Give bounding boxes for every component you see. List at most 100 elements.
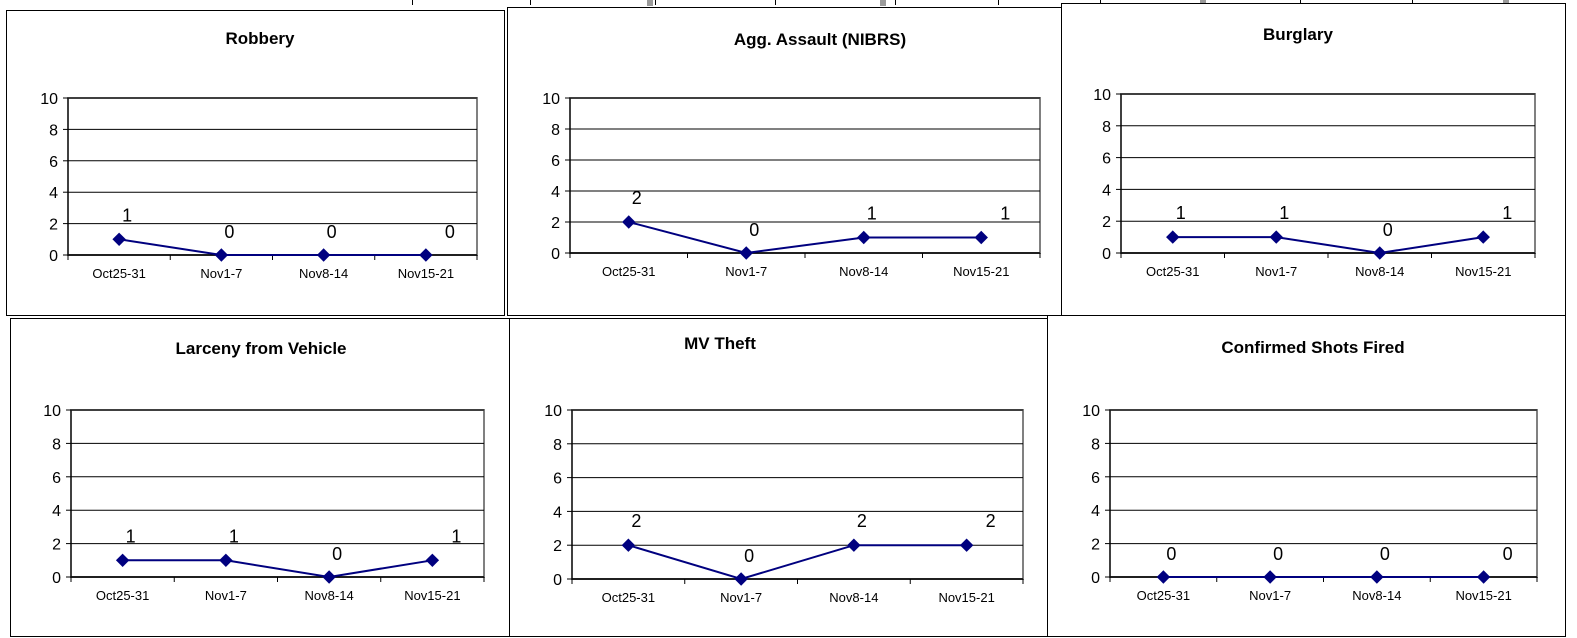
y-tick-label: 0 (1102, 246, 1111, 263)
chart-svg: MV Theft 0 2 4 6 8 10 Oct25-31 Nov1-7 Nov8-14 Nov1… (544, 334, 1024, 605)
table-divider (895, 0, 896, 5)
data-point-marker (739, 246, 753, 260)
x-tick-label: Oct25-31 (602, 590, 655, 605)
data-label: 1 (867, 204, 877, 224)
y-tick-label: 6 (551, 153, 560, 170)
y-tick-label: 2 (1102, 214, 1111, 231)
x-tick-label: Nov15-21 (938, 590, 994, 605)
x-tick-label: Nov15-21 (398, 266, 454, 281)
data-point-marker (1373, 246, 1387, 260)
data-label: 0 (1503, 544, 1513, 564)
chart-svg: Confirmed Shots Fired 0 2 4 6 8 10 Oct25-31 Nov1… (1082, 338, 1538, 603)
x-tick-label: Oct25-31 (1137, 588, 1190, 603)
y-tick-label: 10 (542, 91, 560, 108)
chart-title: Confirmed Shots Fired (1221, 338, 1404, 357)
chart-title: Agg. Assault (NIBRS) (734, 30, 906, 49)
y-tick-label: 10 (1082, 403, 1100, 420)
table-divider (1300, 0, 1301, 5)
series-line (122, 559, 433, 579)
data-point-marker (622, 215, 636, 229)
y-tick-label: 0 (49, 248, 58, 265)
y-tick-label: 8 (49, 122, 58, 139)
data-label: 0 (332, 544, 342, 564)
x-tick-label: Oct25-31 (1146, 264, 1199, 279)
data-label: 1 (1000, 204, 1010, 224)
x-tick-label: Oct25-31 (92, 266, 145, 281)
y-tick-label: 2 (52, 537, 61, 554)
y-tick-label: 4 (49, 185, 58, 202)
chart-panel-larceny-from-vehicle: Larceny from Vehicle 0 2 4 6 8 10 Oct25-31 Nov1-… (10, 318, 510, 637)
data-point-marker (214, 248, 229, 262)
data-point-marker (857, 230, 871, 245)
data-point-marker (425, 553, 440, 568)
x-tick-label: Nov8-14 (305, 588, 354, 603)
x-tick-label: Nov1-7 (725, 264, 767, 279)
y-tick-label: 6 (49, 154, 58, 171)
data-point-marker (974, 230, 988, 245)
plot-area-border (67, 97, 478, 256)
data-point-marker (847, 538, 861, 552)
plot-area-border (569, 97, 1041, 254)
y-tick-label: 8 (52, 436, 61, 453)
y-tick-label: 0 (551, 246, 560, 263)
y-tick-label: 2 (49, 217, 58, 234)
y-tick-label: 0 (1091, 570, 1100, 587)
chart-title: Burglary (1263, 25, 1333, 44)
y-tick-label: 2 (553, 538, 562, 555)
table-divider (655, 0, 656, 5)
x-tick-label: Nov8-14 (1352, 588, 1401, 603)
chart-panel-agg-assault: Agg. Assault (NIBRS) 0 2 4 6 8 10 Oct25-31 Nov1-… (507, 7, 1063, 316)
x-tick-label: Nov8-14 (299, 266, 348, 281)
x-tick-label: Nov15-21 (1455, 264, 1511, 279)
data-label: 0 (224, 222, 234, 242)
data-label: 1 (1502, 203, 1512, 223)
table-cell-shade (880, 0, 886, 6)
data-label: 0 (744, 546, 754, 566)
x-tick-label: Oct25-31 (602, 264, 655, 279)
y-tick-label: 8 (553, 437, 562, 454)
data-label: 1 (1176, 203, 1186, 223)
chart-title: Larceny from Vehicle (175, 339, 346, 358)
data-point-marker (322, 570, 336, 584)
data-label: 0 (1166, 544, 1176, 564)
data-point-marker (1166, 230, 1180, 244)
data-label: 1 (122, 205, 132, 225)
data-point-marker (112, 232, 126, 247)
data-label: 1 (229, 526, 239, 546)
chart-title: Robbery (226, 29, 296, 48)
x-tick-label: Oct25-31 (96, 588, 149, 603)
y-tick-label: 4 (52, 503, 61, 520)
x-tick-label: Nov1-7 (200, 266, 242, 281)
data-label: 1 (451, 526, 461, 546)
y-tick-label: 2 (1091, 537, 1100, 554)
table-divider (1100, 0, 1101, 5)
series-line (118, 238, 426, 256)
data-point-marker (959, 538, 974, 552)
data-point-marker (219, 553, 233, 568)
data-label: 2 (631, 511, 641, 531)
plot-area-border (70, 409, 485, 578)
chart-panel-confirmed-shots-fired: Confirmed Shots Fired 0 2 4 6 8 10 Oct25-31 Nov1… (1047, 315, 1566, 637)
chart-title: MV Theft (684, 334, 756, 353)
data-point-marker (1476, 570, 1491, 584)
y-tick-label: 8 (551, 122, 560, 139)
y-tick-label: 2 (551, 215, 560, 232)
table-divider (775, 0, 776, 5)
plot-area-border (1120, 93, 1536, 254)
data-label: 1 (126, 526, 136, 546)
y-tick-label: 6 (1102, 151, 1111, 168)
y-tick-label: 8 (1102, 119, 1111, 136)
data-point-marker (115, 553, 130, 568)
data-point-marker (621, 538, 636, 552)
series-line (628, 221, 982, 255)
x-tick-label: Nov1-7 (205, 588, 247, 603)
table-divider (530, 0, 531, 5)
y-tick-label: 10 (43, 403, 61, 420)
table-cell-shade (647, 0, 653, 6)
y-tick-label: 10 (1093, 87, 1111, 104)
y-tick-label: 4 (1091, 503, 1100, 520)
plot-area-border (571, 409, 1024, 580)
x-tick-label: Nov1-7 (1249, 588, 1291, 603)
